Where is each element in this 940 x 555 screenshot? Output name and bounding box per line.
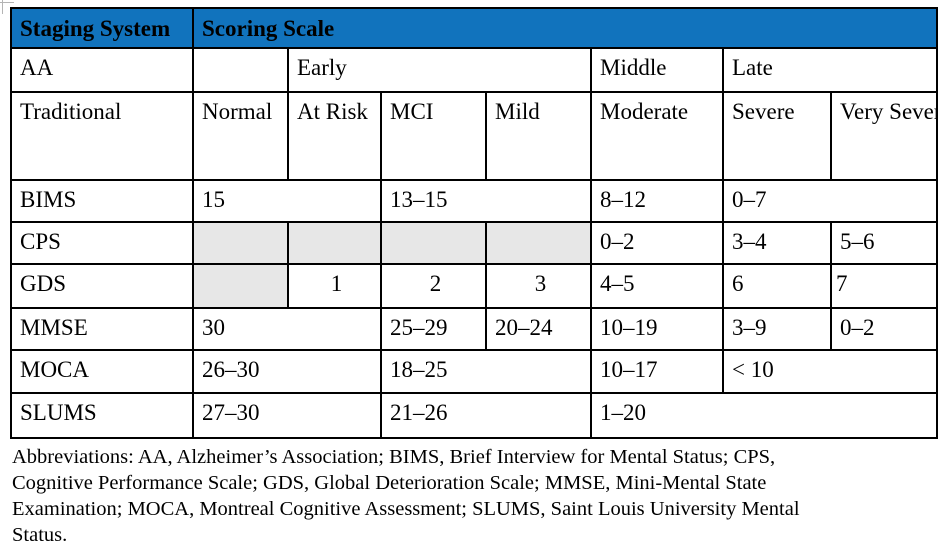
table-header-row: Staging System Scoring Scale [10, 7, 939, 49]
row-label-slums: SLUMS [10, 392, 194, 439]
cell-cps-normal-shaded [192, 221, 289, 265]
cell-cps-mci-shaded [380, 221, 487, 265]
cell-mmse-moderate: 10–19 [590, 307, 724, 351]
cell-bims-normal: 15 [192, 179, 382, 223]
cell-cps-at-risk-shaded [287, 221, 382, 265]
cell-bims-moderate: 8–12 [590, 179, 724, 223]
row-label-mmse: MMSE [10, 307, 194, 351]
cell-traditional-severe: Severe [722, 91, 832, 181]
row-moca: MOCA 26–30 18–25 10–17 < 10 [10, 349, 939, 394]
cell-traditional-mci: MCI [380, 91, 487, 181]
cell-traditional-mild: Mild [485, 91, 592, 181]
cell-traditional-normal: Normal [192, 91, 289, 181]
row-label-aa: AA [10, 47, 194, 93]
cell-mmse-mci: 25–29 [380, 307, 487, 351]
cell-slums-moderate: 1–20 [589, 392, 939, 439]
cell-moca-moderate: 10–17 [590, 349, 724, 394]
cell-bims-mci-mild: 13–15 [380, 179, 592, 223]
crop-corner-mark [0, 2, 14, 3]
staging-scoring-table: Staging System Scoring Scale AA Early Mi… [10, 7, 939, 439]
row-label-cps: CPS [10, 221, 194, 265]
row-aa: AA Early Middle Late [10, 47, 939, 93]
footnote-line: Cognitive Performance Scale; GDS, Global… [12, 472, 767, 494]
cell-aa-late: Late [721, 47, 939, 93]
header-scoring-scale: Scoring Scale [191, 7, 939, 49]
footnote-line: Status. [12, 524, 68, 546]
cell-traditional-at-risk: At Risk [287, 91, 382, 181]
footnote-line: Abbreviations: AA, Alzheimer’s Associati… [12, 446, 776, 468]
cell-moca-normal: 26–30 [192, 349, 382, 394]
cell-gds-mild: 3 [485, 263, 592, 309]
footnote-line: Examination; MOCA, Montreal Cognitive As… [12, 498, 800, 520]
cell-mmse-very-severe: 0–2 [829, 307, 939, 351]
cell-mmse-mild: 20–24 [485, 307, 592, 351]
cell-slums-mci-mild: 21–26 [380, 392, 592, 439]
cell-mmse-normal: 30 [192, 307, 382, 351]
cell-cps-mild-shaded [485, 221, 592, 265]
cell-aa-blank [192, 47, 289, 93]
cell-gds-mci: 2 [380, 263, 487, 309]
cell-aa-middle: Middle [590, 47, 724, 93]
abbreviations-footnote: Abbreviations: AA, Alzheimer’s Associati… [12, 444, 928, 548]
cell-cps-very-severe: 5–6 [829, 221, 939, 265]
cell-traditional-moderate: Moderate [590, 91, 724, 181]
row-traditional: Traditional Normal At Risk MCI Mild Mode… [10, 91, 939, 181]
row-gds: GDS 1 2 3 4–5 6 7 [10, 263, 939, 309]
cell-moca-severe: < 10 [721, 349, 939, 394]
row-label-moca: MOCA [10, 349, 194, 394]
row-slums: SLUMS 27–30 21–26 1–20 [10, 392, 939, 439]
cell-mmse-severe: 3–9 [722, 307, 832, 351]
cell-gds-severe: 6 [722, 263, 832, 309]
row-mmse: MMSE 30 25–29 20–24 10–19 3–9 0–2 [10, 307, 939, 351]
row-label-traditional: Traditional [10, 91, 194, 181]
cell-cps-moderate: 0–2 [590, 221, 724, 265]
cell-gds-moderate: 4–5 [590, 263, 724, 309]
cell-moca-mci-mild: 18–25 [380, 349, 592, 394]
header-staging-system: Staging System [10, 7, 194, 49]
cell-aa-early: Early [287, 47, 592, 93]
cell-cps-severe: 3–4 [722, 221, 832, 265]
row-cps: CPS 0–2 3–4 5–6 [10, 221, 939, 265]
cell-gds-normal-shaded [192, 263, 289, 309]
crop-corner-mark [2, 0, 3, 14]
cell-traditional-very-severe: Very Severe [829, 91, 939, 181]
cell-slums-normal: 27–30 [192, 392, 382, 439]
row-label-gds: GDS [10, 263, 194, 309]
cell-gds-very-severe: 7 [829, 263, 939, 309]
cell-gds-at-risk: 1 [287, 263, 382, 309]
cell-bims-severe: 0–7 [721, 179, 939, 223]
row-bims: BIMS 15 13–15 8–12 0–7 [10, 179, 939, 223]
row-label-bims: BIMS [10, 179, 194, 223]
